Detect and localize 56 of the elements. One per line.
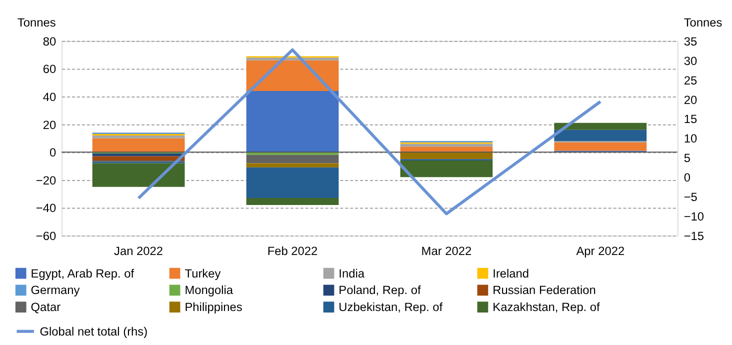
bar xyxy=(554,142,647,151)
y2-tick-label: 5 xyxy=(684,151,691,166)
legend-label: Poland, Rep. of xyxy=(338,283,422,298)
y2-tick-label: −10 xyxy=(684,210,704,224)
legend-label: India xyxy=(338,266,365,280)
x-tick-label: Apr 2022 xyxy=(576,244,625,258)
y2-axis-title: Tonnes xyxy=(684,15,722,30)
y2-tick-label: 30 xyxy=(684,54,698,68)
bar xyxy=(246,198,339,205)
y2-tick-label: 10 xyxy=(684,132,698,146)
legend-label: Philippines xyxy=(184,300,242,314)
bar xyxy=(246,167,339,198)
bar xyxy=(246,60,339,91)
bar xyxy=(400,152,493,160)
bar xyxy=(554,122,647,130)
y-axis-title: Tonnes xyxy=(17,15,56,30)
x-tick-label: Jan 2022 xyxy=(114,244,164,258)
bar xyxy=(246,90,339,152)
legend-label: Global net total (rhs) xyxy=(40,324,148,338)
y-tick-label: −20 xyxy=(36,173,56,188)
y-tick-label: 80 xyxy=(42,34,56,48)
legend-label: Uzbekistan, Rep. of xyxy=(338,300,444,314)
y2-tick-label: 35 xyxy=(684,34,698,48)
y-tick-label: 20 xyxy=(42,118,56,132)
bar xyxy=(92,156,185,160)
y2-tick-label: 20 xyxy=(684,92,698,107)
y-tick-label: 40 xyxy=(42,90,56,104)
y-tick-label: −60 xyxy=(36,229,56,244)
legend-label: Mongolia xyxy=(184,283,234,298)
y2-tick-label: 15 xyxy=(684,112,698,126)
y-tick-label: 60 xyxy=(42,62,56,76)
legend-label: Turkey xyxy=(184,266,221,280)
y2-tick-label: 0 xyxy=(684,170,691,185)
bar xyxy=(92,163,185,187)
y-tick-label: −40 xyxy=(36,201,56,216)
line-series xyxy=(137,48,602,216)
x-tick-label: Mar 2022 xyxy=(421,244,472,258)
legend-label: Qatar xyxy=(30,300,61,314)
bar xyxy=(246,163,339,168)
y-tick-label: 0 xyxy=(49,146,56,160)
legend-label: Ireland xyxy=(492,266,530,280)
x-tick-label: Feb 2022 xyxy=(267,244,318,258)
bar xyxy=(400,160,493,178)
y2-tick-label: −15 xyxy=(684,229,704,244)
bar xyxy=(400,146,493,152)
bar xyxy=(554,130,647,142)
y2-tick-label: −5 xyxy=(684,190,698,204)
legend-label: Egypt, Arab Rep. of xyxy=(30,266,135,280)
y2-tick-label: 25 xyxy=(684,73,698,88)
legend-label: Russian Federation xyxy=(492,283,596,298)
bar xyxy=(92,138,185,152)
legend-label: Germany xyxy=(30,283,80,298)
bar xyxy=(246,58,339,60)
bar xyxy=(92,154,185,156)
bar xyxy=(246,154,339,164)
legend-label: Kazakhstan, Rep. of xyxy=(492,300,601,314)
